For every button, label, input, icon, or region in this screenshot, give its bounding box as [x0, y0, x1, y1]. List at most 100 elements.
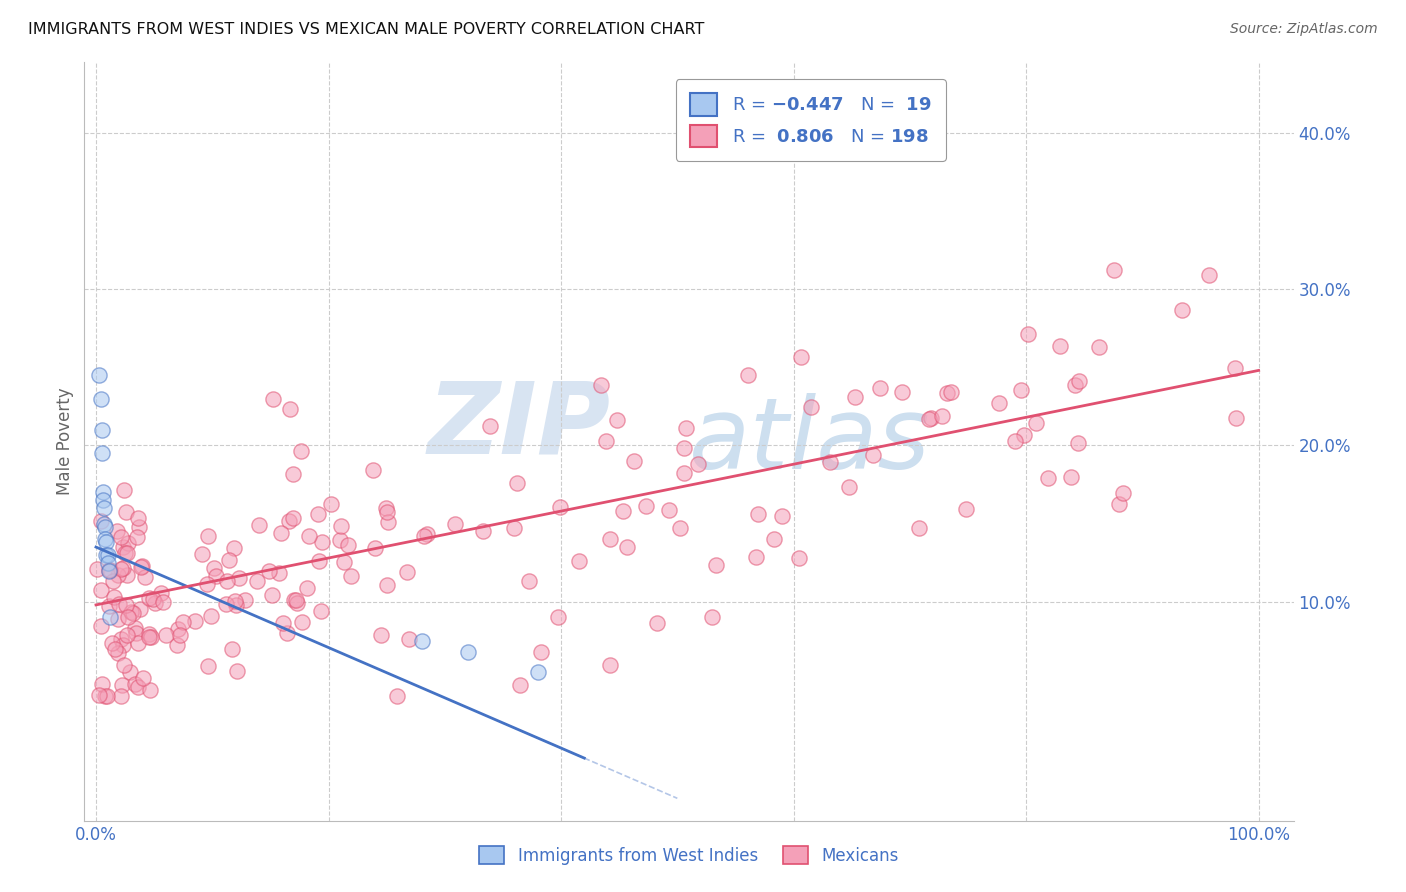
Point	[370, 628, 392, 642]
Point	[96, 689, 118, 703]
Point	[197, 528, 219, 542]
Point	[98, 563, 121, 577]
Point	[270, 525, 292, 540]
Point	[1004, 434, 1026, 449]
Point	[89, 368, 111, 383]
Point	[112, 658, 135, 673]
Point	[96, 535, 118, 549]
Point	[411, 633, 433, 648]
Point	[673, 466, 696, 480]
Point	[134, 569, 156, 583]
Point	[145, 596, 167, 610]
Point	[114, 546, 136, 560]
Point	[269, 566, 291, 581]
Point	[800, 400, 823, 414]
Point	[98, 610, 121, 624]
Point	[745, 549, 768, 564]
Point	[517, 574, 540, 588]
Point	[329, 519, 352, 533]
Point	[595, 434, 617, 448]
Point	[96, 548, 118, 562]
Point	[86, 562, 108, 576]
Point	[308, 554, 330, 568]
Point	[132, 671, 155, 685]
Text: ZIP: ZIP	[427, 378, 610, 475]
Point	[1064, 378, 1087, 392]
Point	[747, 508, 769, 522]
Point	[246, 574, 269, 589]
Point	[125, 626, 148, 640]
Point	[1049, 339, 1071, 353]
Point	[225, 599, 247, 613]
Text: Source: ZipAtlas.com: Source: ZipAtlas.com	[1230, 22, 1378, 37]
Point	[920, 411, 942, 425]
Point	[311, 534, 333, 549]
Point	[1067, 436, 1090, 450]
Point	[138, 591, 160, 606]
Point	[124, 621, 146, 635]
Point	[939, 384, 962, 399]
Point	[166, 638, 188, 652]
Point	[616, 540, 638, 554]
Point	[111, 561, 134, 575]
Point	[90, 582, 112, 597]
Point	[550, 500, 572, 514]
Point	[273, 616, 295, 631]
Point	[191, 547, 214, 561]
Point	[503, 521, 526, 535]
Point	[108, 597, 131, 611]
Point	[247, 518, 270, 533]
Point	[218, 552, 240, 566]
Point	[114, 505, 136, 519]
Point	[599, 658, 621, 673]
Point	[1102, 263, 1125, 277]
Point	[375, 501, 398, 516]
Point	[105, 524, 128, 538]
Point	[361, 462, 384, 476]
Point	[224, 541, 246, 556]
Point	[87, 688, 110, 702]
Point	[862, 448, 884, 462]
Point	[167, 622, 190, 636]
Point	[645, 616, 668, 631]
Point	[115, 546, 138, 560]
Point	[124, 677, 146, 691]
Point	[120, 605, 142, 619]
Point	[1088, 340, 1111, 354]
Point	[673, 442, 696, 456]
Point	[115, 568, 138, 582]
Point	[931, 409, 953, 423]
Point	[1171, 302, 1194, 317]
Point	[112, 540, 135, 554]
Point	[110, 562, 132, 576]
Point	[669, 520, 692, 534]
Point	[844, 390, 866, 404]
Point	[415, 527, 437, 541]
Point	[770, 508, 793, 523]
Point	[457, 645, 479, 659]
Point	[127, 636, 149, 650]
Point	[413, 529, 436, 543]
Point	[138, 626, 160, 640]
Point	[97, 564, 120, 578]
Point	[762, 532, 785, 546]
Point	[127, 511, 149, 525]
Point	[1060, 470, 1083, 484]
Point	[568, 554, 591, 568]
Point	[91, 493, 114, 508]
Point	[395, 565, 418, 579]
Point	[94, 520, 117, 534]
Point	[197, 659, 219, 673]
Point	[97, 556, 120, 570]
Point	[112, 483, 135, 497]
Point	[291, 615, 314, 629]
Point	[443, 517, 465, 532]
Point	[471, 524, 494, 538]
Point	[128, 519, 150, 533]
Point	[141, 631, 163, 645]
Point	[129, 602, 152, 616]
Point	[221, 641, 243, 656]
Point	[118, 665, 141, 680]
Point	[90, 446, 112, 460]
Point	[591, 378, 613, 392]
